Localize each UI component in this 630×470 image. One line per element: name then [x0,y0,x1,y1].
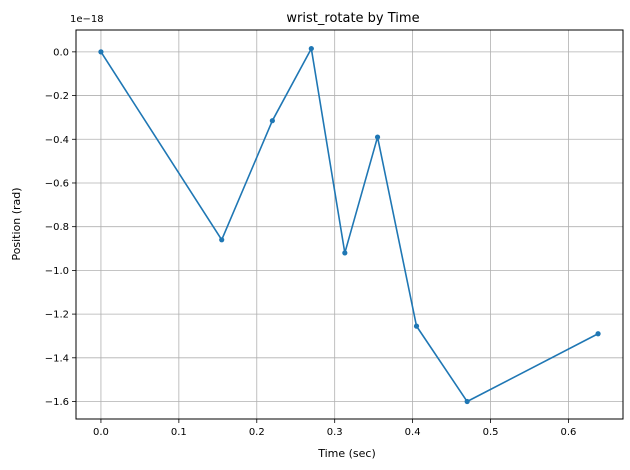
y-tick-label: −0.6 [45,178,69,189]
chart-title: wrist_rotate by Time [286,11,419,26]
data-point [219,237,225,243]
plot-area [75,29,624,420]
grid [76,30,623,419]
x-tick-label: 0.0 [93,427,109,438]
series-line [100,47,599,403]
x-axis-label: Time (sec) [317,447,376,460]
y-tick-label: −1.2 [45,310,69,321]
x-tick-label: 0.3 [327,427,343,438]
data-point [413,323,420,329]
y-tick-label: −0.2 [45,91,69,102]
y-tick-label: −1.6 [45,397,69,408]
y-tick-label: −0.8 [45,222,69,233]
y-tick-label: −0.4 [45,135,69,146]
data-point [269,118,275,124]
y-axis-label: Position (rad) [10,187,23,260]
x-tick-label: 0.4 [405,427,421,438]
y-tick-label: −1.0 [45,266,69,277]
data-point [595,331,601,337]
x-tick-label: 0.2 [249,427,265,438]
x-tick-label: 0.5 [483,427,499,438]
y-tick-label: 0.0 [53,47,69,58]
data-point [464,398,470,405]
x-tick-label: 0.1 [171,427,187,438]
data-point [342,250,348,256]
x-tick-label: 0.6 [561,427,577,438]
data-point [308,45,314,52]
x-axis: 0.0 0.1 0.2 0.3 0.4 0.5 0.6 [93,419,576,438]
offset-text: 1e−18 [70,14,104,25]
y-tick-label: −1.4 [45,353,69,364]
data-point [374,134,381,140]
y-axis: 0.0 −0.2 −0.4 −0.6 −0.8 −1.0 −1.2 −1.4 −1.6 [45,47,76,408]
data-point [98,49,104,55]
series-group [98,45,601,405]
